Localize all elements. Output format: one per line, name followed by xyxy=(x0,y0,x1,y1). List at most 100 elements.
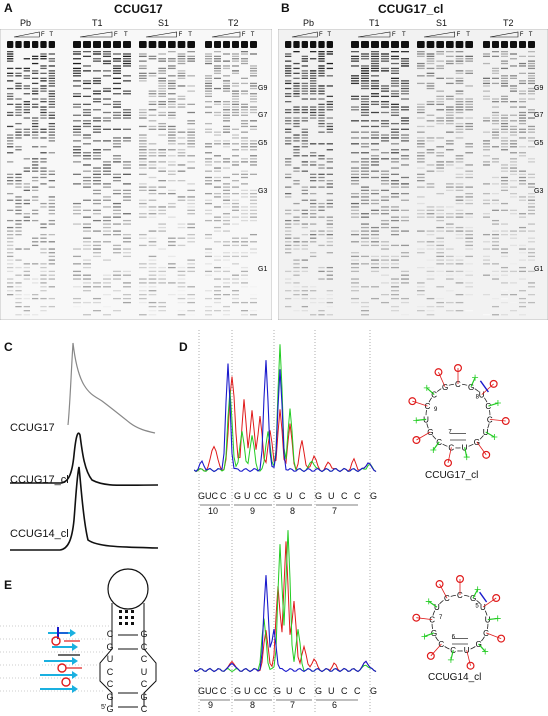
g-marker-g5: G5 xyxy=(534,140,543,147)
ccug14-cl-num: 5 xyxy=(475,604,479,610)
panel-a-letter: A xyxy=(4,1,13,15)
trace-ccug17-line xyxy=(67,342,156,434)
g-marker-g1: G1 xyxy=(534,266,543,273)
ccug17-cl-nt: G xyxy=(468,383,474,392)
panel-e-letter: E xyxy=(4,578,13,592)
panel-e-hairpin xyxy=(0,568,157,708)
lane-label-t: T xyxy=(402,32,406,38)
panel-d-traces xyxy=(194,330,377,714)
panel-c-letter: C xyxy=(4,340,13,354)
lane-label-f: F xyxy=(114,32,118,38)
hairpin-loop xyxy=(107,568,149,610)
ccug14-cl-green-marker xyxy=(428,600,438,608)
ccug14-cl-nt: C xyxy=(429,616,435,625)
ccug17-cl-green-marker xyxy=(470,377,476,388)
trace-label-ccug17: CCUG17 xyxy=(10,422,55,434)
panel-a-gel: CiFTCiFTCiFTCiFTG9G7G5G3G1 xyxy=(0,29,272,320)
g-marker-g9: G9 xyxy=(258,85,267,92)
lane-label-t: T xyxy=(529,32,533,38)
lane-label-f: F xyxy=(41,32,45,38)
ccug17-cl-red-marker xyxy=(408,397,417,406)
trace-bottom-blue xyxy=(194,575,377,673)
lane-label-t: T xyxy=(124,32,128,38)
lane-label-f: F xyxy=(319,32,323,38)
panel-d-bottom-seq: GUC C G U CC G U C G U C C G xyxy=(198,686,378,696)
panel-a-group-s1: S1 xyxy=(158,18,170,28)
lane-label-t: T xyxy=(251,32,255,38)
ccug14-cl-red-marker xyxy=(426,651,435,660)
ccug14-cl-red-marker xyxy=(497,634,506,643)
lane-wedge xyxy=(357,31,391,38)
ccug14-cl-red-marker xyxy=(435,580,444,589)
ccug17-cl-nt: C xyxy=(487,415,493,424)
panel-a-group-t2: T2 xyxy=(228,18,239,28)
ccug14-cl-nt: C xyxy=(457,591,463,600)
ccug17-cl-nt: G xyxy=(442,383,448,392)
ccug14-cl-green-marker xyxy=(472,589,479,599)
ccug17-cl-red-marker xyxy=(434,368,443,377)
ccug17-cl-num: 8 xyxy=(476,394,480,400)
lane-label-t: T xyxy=(188,32,192,38)
panel-b-group-pb: Pb xyxy=(303,18,315,28)
panel-b-group-s1: S1 xyxy=(436,18,448,28)
ccug17-cl-green-marker xyxy=(432,441,440,451)
g-marker-g1: G1 xyxy=(258,266,267,273)
g-marker-g9: G9 xyxy=(534,85,543,92)
lane-label-t: T xyxy=(466,32,470,38)
panel-b-group-t2: T2 xyxy=(503,18,514,28)
lane-label-t: T xyxy=(49,32,53,38)
ccug17-cl-nt: C xyxy=(485,402,491,411)
lane-label-f: F xyxy=(242,32,246,38)
ccug14-cl-nt: G xyxy=(470,594,476,603)
panel-a-title: CCUG17 xyxy=(114,2,163,16)
panel-d-letter: D xyxy=(179,340,188,354)
panel-d-top-nums: 10 9 8 7 xyxy=(208,506,338,516)
ccug14-cl-num: 6 xyxy=(452,634,456,640)
ccug17-cl-red-marker xyxy=(482,450,491,459)
hairpin-backbone xyxy=(99,603,157,707)
hairpin-arrows xyxy=(40,627,82,693)
ccug17-cl-num: 9 xyxy=(434,407,438,413)
panel-c-traces xyxy=(10,342,159,551)
ccug14-cl-red-marker xyxy=(492,594,501,603)
lane-wedge xyxy=(489,31,519,38)
ccug17-cl-red-marker xyxy=(444,458,453,467)
ccug17-cl-green-marker xyxy=(488,402,499,407)
trace-ccug17-cl-line xyxy=(10,432,159,487)
ccug17-cl-green-marker xyxy=(426,387,435,396)
ccug17-cl-green-marker xyxy=(485,431,495,438)
ccug14-cl-red-marker xyxy=(412,613,421,622)
ccug14-cl-num: 7 xyxy=(439,615,443,621)
ccug14-cl-nt: U xyxy=(485,616,491,625)
panel-d-top-seq: GUC C G U CC G U C G U C C G xyxy=(198,491,378,501)
ccug17-cl-nt: C xyxy=(431,391,437,400)
g-marker-g5: G5 xyxy=(258,140,267,147)
panel-b-gel: CiFTCiFTCiFTCiFTG9G7G5G3G1 xyxy=(278,29,548,320)
trace-label-ccug17-cl: CCUG17_cl xyxy=(10,474,69,486)
ccug14-cl-green-marker xyxy=(424,632,435,638)
lane-wedge xyxy=(291,31,318,38)
hairpin-five-prime: 5' xyxy=(101,704,107,711)
hairpin-guides xyxy=(0,625,110,692)
lane-wedge xyxy=(211,31,241,38)
ccug17-cl-nt: C xyxy=(455,380,461,389)
lane-wedge xyxy=(79,31,113,38)
panel-b-letter: B xyxy=(281,1,290,15)
lane-wedge xyxy=(423,31,455,38)
hairpin-dots xyxy=(119,610,134,625)
trace-bottom-green xyxy=(194,530,377,673)
ccug17-cl-red-marker xyxy=(501,417,510,426)
ccug17-cl-nt: G xyxy=(427,428,433,437)
ccug14-cl-green-marker xyxy=(478,643,486,652)
trace-label-ccug14-cl: CCUG14_cl xyxy=(10,528,69,540)
structure-ccug14-cl: CGUUCGUCCGCUC756 xyxy=(412,574,506,670)
g-marker-g3: G3 xyxy=(534,188,543,195)
ccug14-cl-nt: C xyxy=(444,594,450,603)
lane-label-f: F xyxy=(179,32,183,38)
trace-top-green xyxy=(194,344,377,473)
ccug17-cl-nt: U xyxy=(479,391,485,400)
lane-label-f: F xyxy=(457,32,461,38)
panel-d-bottom-nums: 9 8 7 6 xyxy=(208,700,338,710)
